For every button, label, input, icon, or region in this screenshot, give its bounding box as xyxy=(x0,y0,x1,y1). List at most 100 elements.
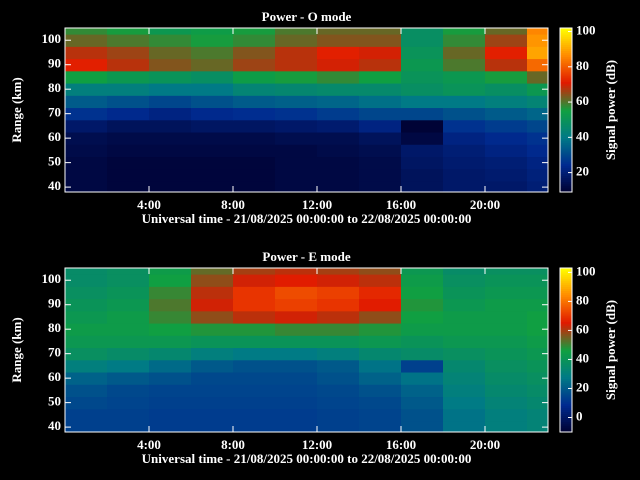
heatmap-cell xyxy=(317,28,360,35)
colorbar-band xyxy=(560,403,572,406)
heatmap-cell xyxy=(275,396,318,410)
heatmap-cell xyxy=(191,156,234,170)
x-tick-label: 16:00 xyxy=(386,437,416,452)
heatmap-cell xyxy=(443,396,486,410)
heatmap-cell xyxy=(233,28,276,35)
heatmap-cell xyxy=(443,274,486,287)
heatmap-cell xyxy=(401,58,444,72)
colorbar-band xyxy=(560,282,572,285)
colorbar-band xyxy=(560,296,572,300)
heatmap-cell xyxy=(65,335,108,349)
colorbar-band xyxy=(560,73,572,76)
heatmap-cell xyxy=(107,58,150,72)
colorbar-band xyxy=(560,140,572,144)
heatmap-cell xyxy=(317,83,360,96)
colorbar-band xyxy=(560,77,572,80)
colorbar-band xyxy=(560,405,572,408)
heatmap-cell xyxy=(527,310,549,324)
colorbar-band xyxy=(560,161,572,164)
heatmap-cell xyxy=(485,70,528,84)
heatmap-cell xyxy=(191,347,234,361)
heatmap-cell xyxy=(527,46,549,60)
heatmap-cell xyxy=(485,107,528,121)
colorbar-band xyxy=(560,329,572,333)
heatmap-cell xyxy=(191,107,234,121)
heatmap-cell xyxy=(107,298,150,312)
heatmap-cell xyxy=(485,384,528,398)
heatmap-cell xyxy=(443,28,486,35)
heatmap-cell xyxy=(317,420,360,433)
heatmap-cell xyxy=(317,46,360,60)
heatmap-cell xyxy=(527,359,549,373)
heatmap-cell xyxy=(233,420,276,433)
colorbar-band xyxy=(560,427,572,431)
heatmap-cell xyxy=(275,384,318,398)
x-tick-label: 12:00 xyxy=(302,437,332,452)
colorbar-band xyxy=(560,333,572,337)
heatmap-cell xyxy=(359,298,402,312)
colorbar-band xyxy=(560,399,572,402)
heatmap-cell xyxy=(359,107,402,121)
heatmap-cell xyxy=(233,70,276,84)
colorbar-band xyxy=(560,423,572,427)
colorbar-band xyxy=(560,429,572,433)
colorbar-band xyxy=(560,292,572,296)
heatmap-cell xyxy=(359,156,402,170)
heatmap-cell xyxy=(359,119,402,133)
heatmap-cell xyxy=(359,28,402,35)
heatmap-cell xyxy=(275,70,318,84)
heatmap-cell xyxy=(65,384,108,398)
heatmap-cell xyxy=(149,144,192,158)
heatmap-cell xyxy=(317,384,360,398)
x-tick-label: 8:00 xyxy=(221,197,245,212)
colorbar-band xyxy=(560,118,572,121)
heatmap-cell xyxy=(107,132,150,145)
heatmap-cell xyxy=(401,168,444,182)
heatmap-cell xyxy=(401,132,444,145)
heatmap-cell xyxy=(401,310,444,324)
colorbar-band xyxy=(560,50,572,54)
colorbar-band xyxy=(560,311,572,314)
heatmap-cell xyxy=(191,372,234,385)
heatmap-cell xyxy=(485,298,528,312)
heatmap-cell xyxy=(401,144,444,158)
heatmap-cell xyxy=(149,408,192,422)
colorbar-band xyxy=(560,393,572,396)
heatmap-cell xyxy=(317,335,360,349)
heatmap-cell xyxy=(107,268,150,275)
y-tick-label: 50 xyxy=(48,154,61,169)
colorbar-band xyxy=(560,388,572,392)
heatmap-cell xyxy=(317,95,360,109)
heatmap-cell xyxy=(485,323,528,336)
heatmap-cell xyxy=(401,28,444,35)
heatmap-cell xyxy=(401,408,444,422)
heatmap-cell xyxy=(191,180,234,193)
colorbar-band xyxy=(560,30,572,33)
heatmap-cell xyxy=(233,359,276,373)
heatmap-cell xyxy=(359,347,402,361)
colorbar-band xyxy=(560,409,572,412)
heatmap-cell xyxy=(401,396,444,410)
colorbar-band xyxy=(560,189,572,193)
heatmap-cell xyxy=(65,95,108,109)
colorbar-band xyxy=(560,362,572,365)
colorbar-band xyxy=(560,325,572,328)
y-tick-label: 90 xyxy=(48,56,61,71)
heatmap-cell xyxy=(275,359,318,373)
heatmap-cell xyxy=(527,384,549,398)
colorbar-band xyxy=(560,177,572,181)
heatmap-cell xyxy=(401,359,444,373)
colorbar-band xyxy=(560,323,572,326)
heatmap-cell xyxy=(233,132,276,145)
heatmap-cell xyxy=(149,420,192,433)
heatmap-cell xyxy=(527,298,549,312)
heatmap-cell xyxy=(443,168,486,182)
colorbar-band xyxy=(560,352,572,355)
colorbar-band xyxy=(560,304,572,308)
colorbar-band xyxy=(560,327,572,330)
colorbar-band xyxy=(560,278,572,281)
heatmap-cell xyxy=(107,46,150,60)
heatmap-cell xyxy=(401,107,444,121)
heatmap-cell xyxy=(233,286,276,300)
